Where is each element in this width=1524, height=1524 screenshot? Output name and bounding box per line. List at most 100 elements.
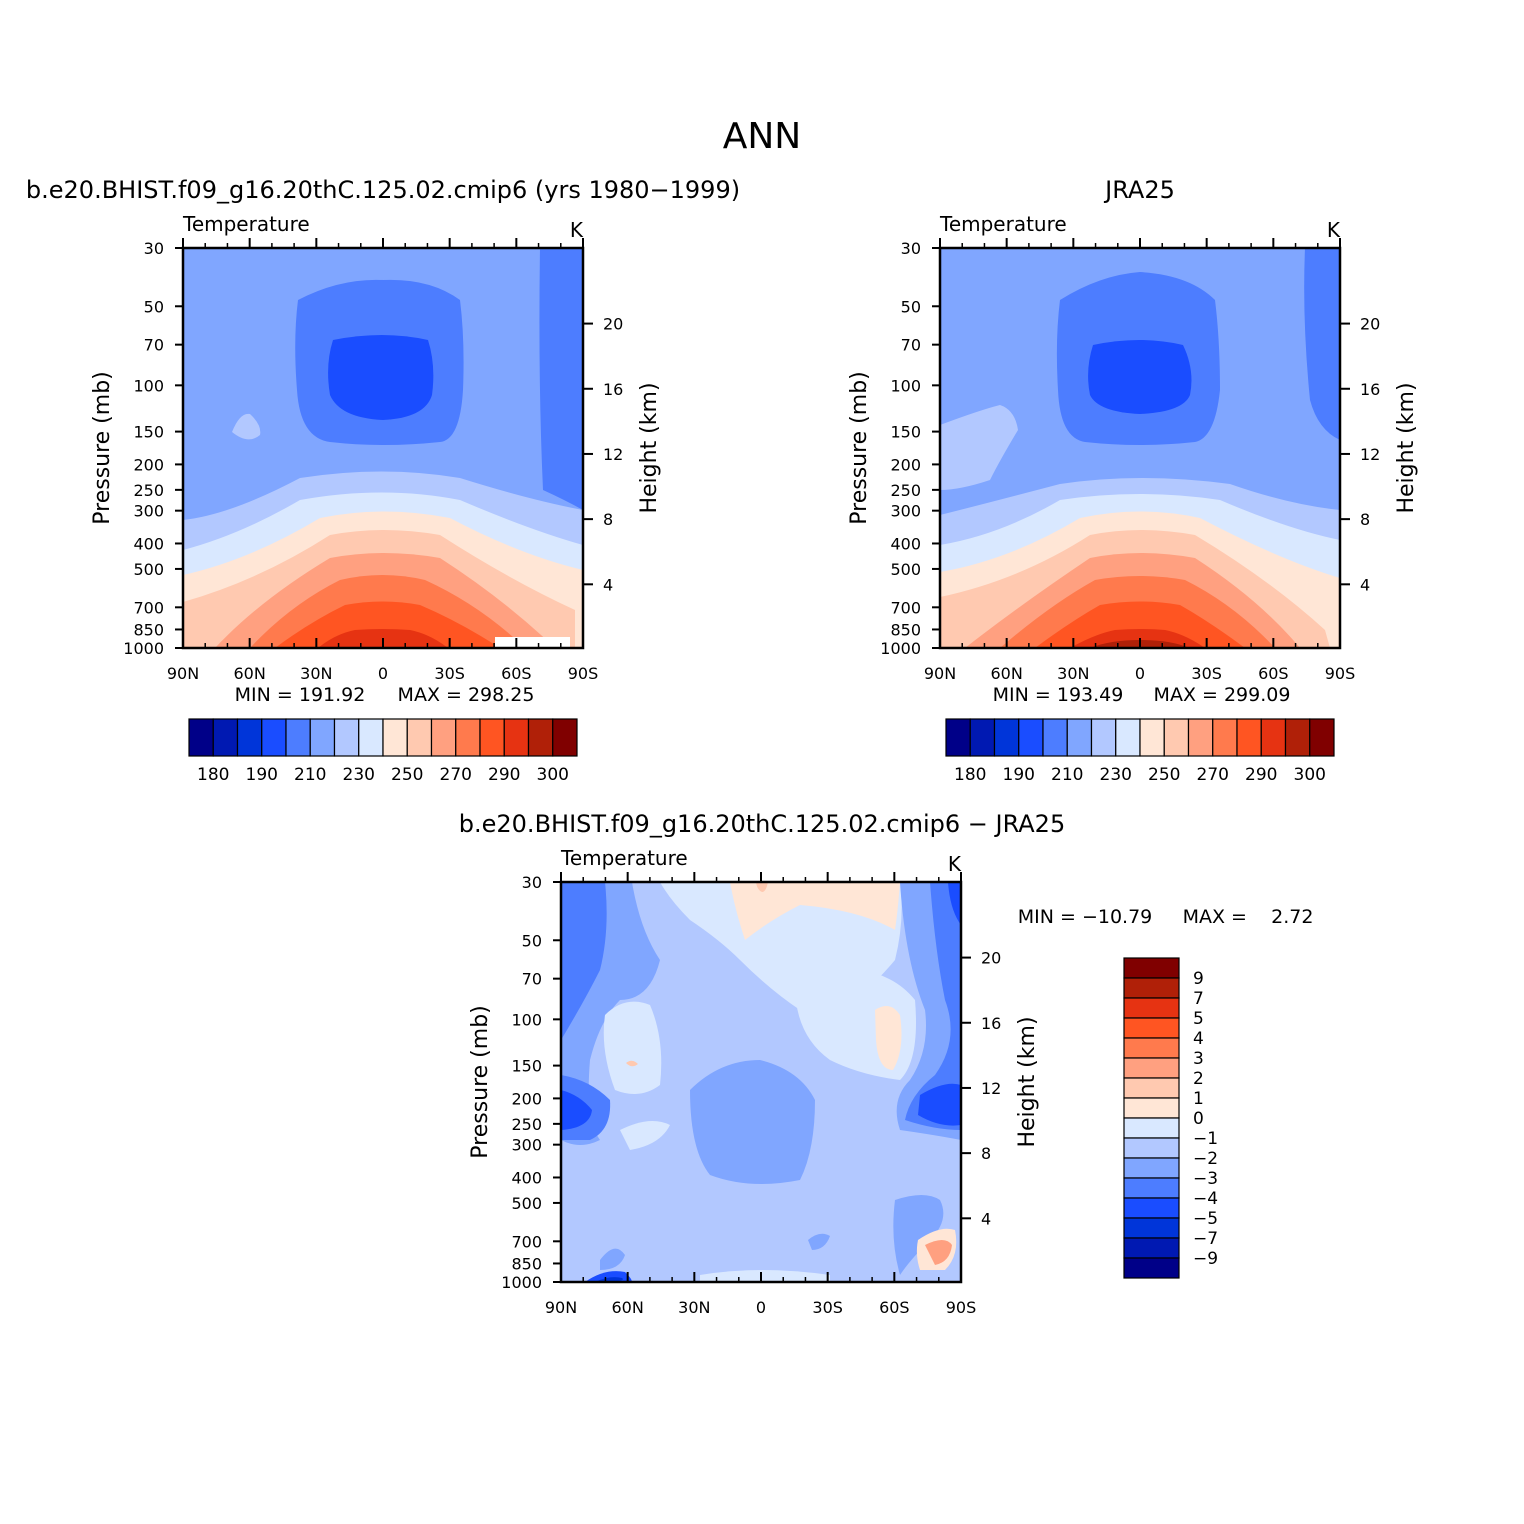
y-tick-label: 700 [511, 1232, 542, 1251]
y-tick-label: 70 [522, 970, 542, 989]
colorbar-swatch [1163, 718, 1190, 757]
y-axis-title: Pressure (mb) [90, 371, 115, 525]
y-tick-label: 500 [890, 560, 921, 579]
colorbar-label: 7 [1193, 989, 1204, 1009]
y-tick-label: 850 [890, 620, 921, 639]
x-tick-label: 30N [300, 664, 332, 683]
y-tick-label: 250 [133, 481, 164, 500]
colorbar-label: 1 [1193, 1089, 1204, 1109]
colorbar-swatch [455, 718, 481, 757]
colorbar-swatch [1123, 1077, 1180, 1099]
panel-diff-max: MAX = 2.72 [1183, 906, 1314, 928]
colorbar-label: 210 [1051, 765, 1083, 785]
panel-obs-variable: Temperature [939, 212, 1067, 236]
colorbar-swatch [1123, 1157, 1180, 1179]
colorbar-label: −5 [1193, 1209, 1218, 1229]
x-tick-label: 90N [924, 664, 956, 683]
y-tick-label: 250 [890, 481, 921, 500]
y-right-tick-label: 20 [603, 315, 623, 334]
y-tick-label: 150 [511, 1057, 542, 1076]
panel-obs-max: MAX = 299.09 [1154, 684, 1291, 706]
colorbar-label: 290 [1245, 765, 1277, 785]
colorbar-label: 250 [391, 765, 423, 785]
colorbar-label: 190 [1003, 765, 1035, 785]
colorbar-label: 180 [954, 765, 986, 785]
y-tick-label: 300 [890, 502, 921, 521]
y-right-tick-label: 16 [603, 380, 623, 399]
y-tick-label: 30 [144, 239, 164, 258]
panel-model-min: MIN = 191.92 [235, 684, 366, 706]
y-axis-title: Pressure (mb) [847, 371, 872, 525]
y-tick-label: 500 [511, 1194, 542, 1213]
x-tick-label: 0 [756, 1298, 766, 1317]
x-tick-label: 90N [545, 1298, 577, 1317]
colorbar-swatch [969, 718, 996, 757]
y-tick-label: 50 [901, 297, 921, 316]
colorbar-swatch [1236, 718, 1262, 757]
panel-diff-variable: Temperature [560, 846, 688, 870]
colorbar-label: 270 [1197, 765, 1229, 785]
x-tick-label: 30S [812, 1298, 843, 1317]
panel-diff-title: b.e20.BHIST.f09_g16.20thC.125.02.cmip6 −… [459, 810, 1065, 838]
colorbar-swatch [1123, 1177, 1180, 1199]
y-tick-label: 850 [133, 620, 164, 639]
colorbar-label: −1 [1193, 1129, 1218, 1149]
colorbar-swatch [1123, 1217, 1180, 1239]
panel-obs-min: MIN = 193.49 [993, 684, 1124, 706]
colorbar-label: 270 [440, 765, 472, 785]
y-tick-label: 50 [522, 931, 542, 950]
x-tick-label: 60N [991, 664, 1023, 683]
colorbar-swatch [1212, 718, 1238, 757]
colorbar-swatch [479, 718, 505, 757]
x-tick-label: 90S [946, 1298, 977, 1317]
y-right-tick-label: 20 [1360, 315, 1380, 334]
x-tick-label: 30N [1057, 664, 1089, 683]
panel-obs-units: K [1327, 218, 1341, 242]
colorbar-swatch [1123, 957, 1180, 979]
x-tick-label: 30S [434, 664, 465, 683]
x-tick-label: 60N [234, 664, 266, 683]
colorbar-label: 300 [537, 765, 569, 785]
y-right-tick-label: 4 [603, 575, 613, 594]
colorbar-swatch [1139, 718, 1165, 757]
colorbar-swatch [406, 718, 433, 757]
colorbar-label: 230 [343, 765, 375, 785]
colorbar-label: 250 [1148, 765, 1180, 785]
colorbar-swatch [1123, 1137, 1180, 1159]
y-tick-label: 100 [133, 376, 164, 395]
y-tick-label: 150 [890, 423, 921, 442]
x-tick-label: 30S [1191, 664, 1222, 683]
x-tick-label: 60N [612, 1298, 644, 1317]
colorbar-swatch [1066, 718, 1093, 757]
colorbar-swatch [358, 718, 384, 757]
colorbar-swatch [1123, 1117, 1180, 1139]
y-right-axis-title: Height (km) [637, 382, 662, 513]
y-right-tick-label: 8 [1360, 510, 1370, 529]
colorbar-label: 300 [1294, 765, 1326, 785]
colorbar-swatch [1309, 718, 1335, 757]
colorbar-swatch [1090, 718, 1117, 757]
colorbar-label: 0 [1193, 1109, 1204, 1129]
colorbar-swatch [527, 718, 554, 757]
x-tick-label: 0 [1135, 664, 1145, 683]
colorbar-label: −9 [1193, 1249, 1218, 1269]
colorbar-label: 290 [488, 765, 520, 785]
colorbar-swatch [285, 718, 311, 757]
panel-model-title: b.e20.BHIST.f09_g16.20thC.125.02.cmip6 (… [26, 176, 740, 204]
colorbar-swatch [188, 718, 214, 757]
y-right-tick-label: 12 [981, 1079, 1001, 1098]
colorbar-label: 5 [1193, 1009, 1204, 1029]
x-tick-label: 90S [1325, 664, 1356, 683]
y-tick-label: 30 [522, 873, 542, 892]
panel-model: b.e20.BHIST.f09_g16.20thC.125.02.cmip6 (… [26, 176, 740, 785]
x-tick-label: 60S [1258, 664, 1289, 683]
y-right-tick-label: 20 [981, 949, 1001, 968]
colorbar-swatch [993, 718, 1020, 757]
colorbar-swatch [1018, 718, 1044, 757]
colorbar-swatch [212, 718, 239, 757]
y-right-tick-label: 16 [981, 1014, 1001, 1033]
figure-title: ANN [723, 116, 802, 157]
panel-obs: JRA25 Temperature K 30507010015020025030… [847, 176, 1419, 785]
